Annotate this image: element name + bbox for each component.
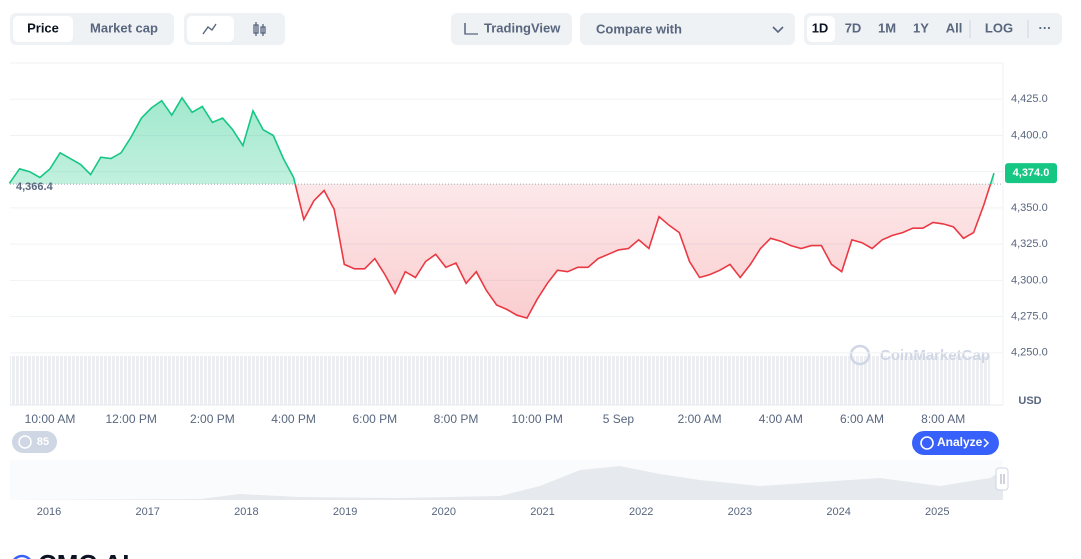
x-tick-label: 12:00 PM bbox=[106, 412, 157, 426]
current-price-label: 4,374.0 bbox=[1013, 167, 1050, 179]
tab-selected[interactable] bbox=[13, 16, 73, 42]
navigator-area bbox=[10, 466, 1003, 500]
x-tick-label: 8:00 PM bbox=[434, 412, 479, 426]
range-button[interactable]: 7D bbox=[845, 20, 862, 35]
section-heading: CMC AI bbox=[38, 549, 129, 559]
tradingview-label[interactable]: TradingView bbox=[484, 20, 561, 35]
x-tick-label: 4:00 PM bbox=[271, 412, 316, 426]
x-tick-label: 6:00 PM bbox=[352, 412, 397, 426]
compare-dropdown[interactable] bbox=[580, 13, 795, 45]
tradingview-button[interactable] bbox=[451, 13, 572, 45]
chevron bbox=[772, 26, 784, 34]
y-tick-label: 4,250.0 bbox=[1011, 347, 1048, 359]
analyze-button[interactable] bbox=[912, 431, 999, 455]
year-label: 2024 bbox=[826, 506, 850, 518]
area-down bbox=[295, 184, 991, 319]
current-price-tag bbox=[1005, 163, 1057, 184]
x-tick-label: 6:00 AM bbox=[840, 412, 884, 426]
range-button[interactable]: 1D bbox=[812, 20, 829, 35]
volume-bars bbox=[10, 356, 990, 405]
year-label: 2016 bbox=[37, 506, 61, 518]
x-tick-label: 4:00 AM bbox=[759, 412, 803, 426]
watermark: CoinMarketCap bbox=[880, 347, 990, 364]
tab[interactable]: Price bbox=[27, 20, 59, 35]
analyze-chevron bbox=[983, 438, 990, 448]
tab[interactable]: Market cap bbox=[90, 20, 158, 35]
range-button[interactable]: 1Y bbox=[913, 20, 929, 35]
y-tick-label: 4,300.0 bbox=[1011, 274, 1048, 286]
range-button[interactable]: LOG bbox=[985, 20, 1013, 35]
year-label: 2019 bbox=[333, 506, 357, 518]
cmc-ai-icon bbox=[13, 554, 31, 559]
baseline-label: 4,366.4 bbox=[16, 181, 54, 193]
range-button[interactable]: All bbox=[946, 20, 963, 35]
y-tick-label: 4,275.0 bbox=[1011, 311, 1048, 323]
currency-label: USD bbox=[1018, 395, 1041, 407]
x-tick-label: 5 Sep bbox=[603, 412, 635, 426]
x-tick-label: 8:00 AM bbox=[921, 412, 965, 426]
range-selected[interactable] bbox=[807, 16, 835, 42]
x-tick-label: 10:00 PM bbox=[512, 412, 563, 426]
year-label: 2018 bbox=[234, 506, 258, 518]
compare-label[interactable]: Compare with bbox=[596, 21, 682, 36]
area-up bbox=[9, 97, 994, 185]
x-tick-label: 2:00 PM bbox=[190, 412, 235, 426]
y-tick-label: 4,400.0 bbox=[1011, 129, 1048, 141]
analyze-label[interactable]: Analyze bbox=[937, 435, 983, 449]
badge-count[interactable]: 85 bbox=[37, 436, 49, 448]
x-tick-label: 10:00 AM bbox=[25, 412, 76, 426]
line-icon bbox=[202, 23, 217, 35]
navigator-handle[interactable] bbox=[995, 467, 1009, 491]
x-tick-label: 2:00 AM bbox=[678, 412, 722, 426]
y-tick-label: 4,425.0 bbox=[1011, 93, 1048, 105]
more-button[interactable]: ··· bbox=[1039, 20, 1052, 35]
watermark-logo bbox=[849, 344, 871, 366]
clock-icon bbox=[18, 435, 32, 449]
analyze-icon bbox=[920, 436, 934, 450]
year-label: 2021 bbox=[530, 506, 554, 518]
tv-icon bbox=[464, 23, 478, 35]
year-label: 2023 bbox=[728, 506, 752, 518]
range-button[interactable]: 1M bbox=[878, 20, 896, 35]
y-tick-label: 4,350.0 bbox=[1011, 202, 1048, 214]
candle-icon[interactable] bbox=[253, 22, 266, 36]
price-line-up bbox=[8, 96, 995, 185]
year-label: 2020 bbox=[432, 506, 456, 518]
y-tick-label: 4,325.0 bbox=[1011, 238, 1048, 250]
range-group bbox=[804, 13, 1062, 45]
year-label: 2017 bbox=[135, 506, 159, 518]
year-label: 2022 bbox=[629, 506, 653, 518]
year-label: 2025 bbox=[925, 506, 949, 518]
price-line-down bbox=[294, 184, 992, 320]
